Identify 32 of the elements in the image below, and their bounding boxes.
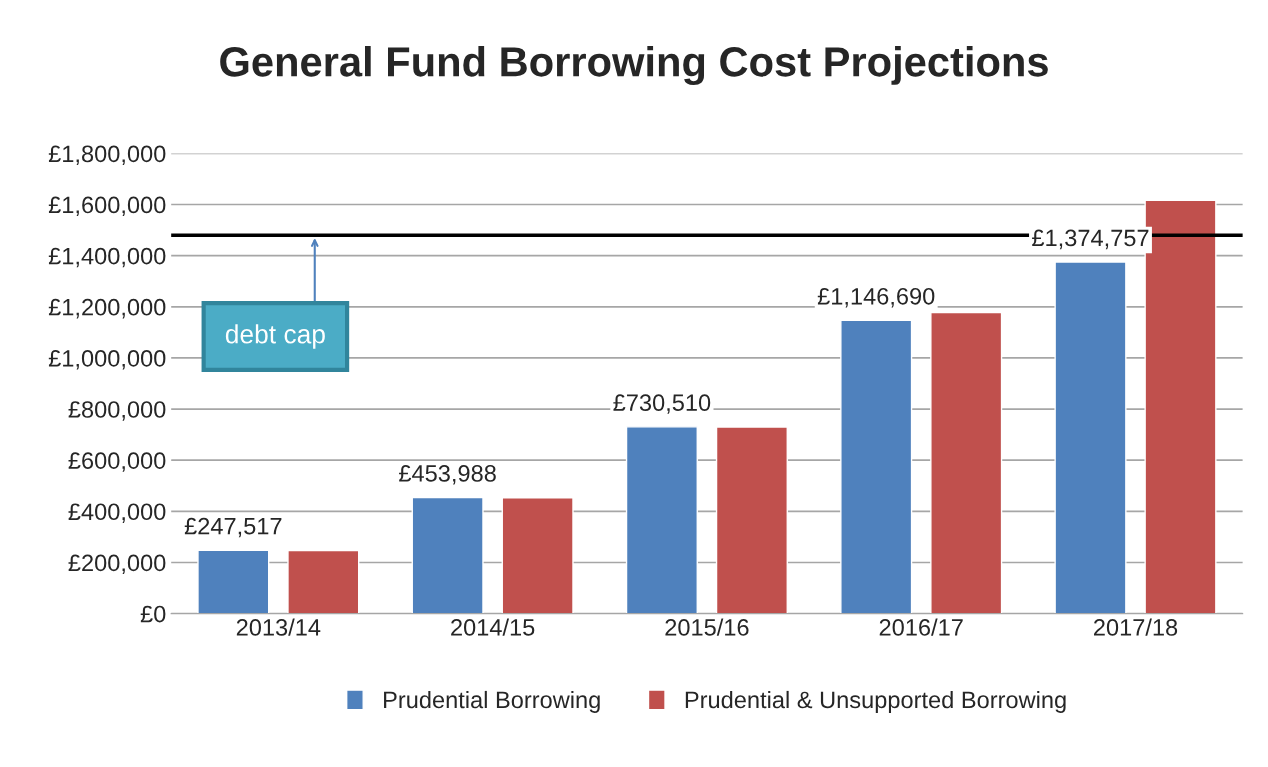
legend-label: Prudential & Unsupported Borrowing xyxy=(685,690,1066,713)
y-tick-label: £1,000,000 xyxy=(48,350,166,370)
y-tick-label: £600,000 xyxy=(68,452,166,472)
data-label: £453,988 xyxy=(399,465,496,485)
bar xyxy=(501,497,574,614)
y-tick-label: £1,600,000 xyxy=(48,196,166,217)
bar xyxy=(715,426,788,614)
data-label: £247,517 xyxy=(184,517,282,538)
bar xyxy=(197,549,270,614)
ref-line-label: debt cap xyxy=(225,324,325,349)
y-tick-label: £200,000 xyxy=(68,554,166,575)
y-tick-label: £0 xyxy=(140,605,166,623)
chart-title: General Fund Borrowing Cost Projections xyxy=(220,46,1048,86)
x-tick-label: 2017/18 xyxy=(1094,618,1178,636)
x-tick-label: 2016/17 xyxy=(879,618,963,636)
legend-label: Prudential Borrowing xyxy=(384,690,600,713)
x-tick-label: 2015/16 xyxy=(665,618,749,636)
x-tick-label: 2014/15 xyxy=(451,618,535,636)
bar xyxy=(411,496,484,614)
y-tick-label: £1,800,000 xyxy=(48,145,166,165)
bar xyxy=(287,549,360,614)
bar xyxy=(840,319,913,614)
y-tick-label: £800,000 xyxy=(68,401,166,421)
data-label: £1,374,757 xyxy=(1032,229,1149,250)
bar xyxy=(625,426,698,614)
x-tick-label: 2013/14 xyxy=(236,618,321,636)
y-tick-label: £1,400,000 xyxy=(48,247,166,268)
data-label: £1,146,690 xyxy=(817,287,935,308)
data-label: £730,510 xyxy=(613,394,711,414)
bar xyxy=(1054,261,1127,614)
y-tick-label: £400,000 xyxy=(68,503,166,523)
y-tick-label: £1,200,000 xyxy=(48,298,166,319)
